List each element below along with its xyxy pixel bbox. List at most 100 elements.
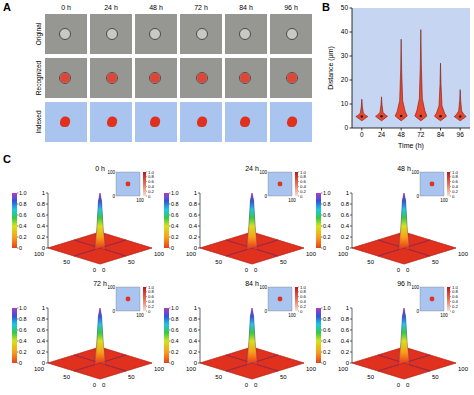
cell — [287, 29, 298, 40]
inset-colorbar-tick-label: 0.4 — [148, 184, 155, 189]
y-tick-label: 0 — [245, 382, 249, 388]
x-axis-label: Time (h) — [398, 142, 424, 150]
inset-colorbar-tick — [146, 291, 147, 292]
inset-x-tick-label: 100 — [440, 198, 448, 203]
colorbar-tick-label: 0.6 — [323, 327, 331, 333]
x-tick-label: 0 — [406, 267, 410, 273]
title: 84 h — [245, 280, 259, 287]
surface-plot: 05010005010000.20.40.60.8124 h00.20.40.6… — [164, 165, 317, 273]
inset-map — [116, 287, 140, 311]
colorbar-tick-label: 0.4 — [19, 223, 27, 229]
inset-colorbar-tick-label: 1.0 — [452, 170, 459, 175]
surface-plot: 05010005010000.20.40.60.8184 h00.20.40.6… — [164, 280, 317, 388]
title: 0 h — [95, 165, 105, 172]
violin — [376, 97, 388, 121]
surface-section — [74, 193, 126, 256]
indexed-cell — [150, 116, 160, 127]
panel-b: 0102030405002448728496Time (h)Distance (… — [327, 4, 470, 150]
indexed-cell — [287, 116, 297, 127]
z-axis — [48, 193, 49, 248]
z-tick — [46, 330, 48, 331]
colorbar-tick-label: 0.4 — [323, 338, 331, 344]
cell — [240, 73, 251, 84]
inset-colorbar-tick — [450, 311, 451, 312]
y-tick — [350, 56, 353, 57]
z-tick-label: 0 — [194, 360, 198, 366]
micrograph — [135, 58, 177, 98]
inset-colorbar-tick — [450, 186, 451, 187]
inset-colorbar — [143, 172, 146, 196]
x-tick-label: 0 — [102, 382, 106, 388]
inset-colorbar-tick-label: 0 — [452, 309, 455, 314]
micrograph-shade — [270, 58, 312, 98]
y-tick — [350, 32, 353, 33]
z-tick-label: 1 — [346, 305, 350, 311]
z-tick-label: 0 — [42, 245, 46, 251]
colorbar-tick-label: 0.4 — [171, 338, 179, 344]
micrograph — [270, 58, 312, 98]
z-tick-label: 0.6 — [189, 327, 198, 333]
z-tick — [46, 319, 48, 320]
inset-colorbar-tick — [298, 172, 299, 173]
inset-colorbar-tick — [450, 176, 451, 177]
micrograph-shade — [135, 14, 177, 54]
inset-y-tick-label: 100 — [411, 285, 419, 290]
inset-map — [420, 287, 444, 311]
z-tick-label: 0.8 — [37, 201, 46, 207]
colorbar-tick-label: 0 — [171, 245, 174, 251]
inset-colorbar-tick — [298, 176, 299, 177]
inset-x-tick-label: 100 — [440, 313, 448, 318]
z-tick — [350, 308, 352, 309]
colorbar — [316, 193, 321, 248]
inset-colorbar-tick — [298, 181, 299, 182]
x-tick-label: 0 — [254, 267, 258, 273]
colorbar-tick-label: 0.4 — [19, 338, 27, 344]
panel-label: A — [3, 1, 11, 13]
indexed-cell — [60, 116, 70, 127]
y-tick-label: 100 — [338, 251, 349, 257]
inset-colorbar-tick-label: 0.4 — [148, 299, 155, 304]
x-tick-label: 100 — [458, 251, 469, 257]
inset-spot — [430, 297, 435, 302]
violin — [454, 90, 466, 121]
z-tick-label: 0.8 — [341, 201, 350, 207]
row-label: Indexed — [35, 110, 42, 134]
indexed-image — [45, 102, 87, 142]
inset-colorbar-tick — [146, 172, 147, 173]
inset-colorbar-tick-label: 1.0 — [148, 285, 155, 290]
y-tick-label: 10 — [341, 100, 349, 107]
cell — [150, 73, 161, 84]
violin — [415, 30, 427, 121]
inset-colorbar — [295, 172, 298, 196]
y-tick-label: 0 — [397, 382, 401, 388]
x-tick-label: 100 — [154, 366, 165, 372]
colorbar-tick-label: 0.8 — [323, 316, 331, 322]
inset-y-tick-label: 0 — [264, 309, 267, 314]
x-tick-label: 0 — [102, 267, 106, 273]
z-axis — [48, 308, 49, 363]
inset-colorbar-tick-label: 0.4 — [452, 299, 459, 304]
inset-x-tick-label: 100 — [288, 313, 296, 318]
surface-plot: 05010005010000.20.40.60.8172 h00.20.40.6… — [12, 280, 165, 388]
micrograph — [45, 58, 87, 98]
inset-y-tick-label: 100 — [259, 170, 267, 175]
x-tick-label: 100 — [154, 251, 165, 257]
inset-colorbar-tick-label: 0 — [300, 194, 303, 199]
y-tick-label: 0 — [245, 267, 249, 273]
micrograph-shade — [225, 58, 267, 98]
z-tick — [46, 215, 48, 216]
indexed-cell — [107, 116, 117, 127]
z-tick — [350, 193, 352, 194]
inset-colorbar-tick-label: 0.6 — [452, 179, 459, 184]
x-tick-label: 0 — [406, 382, 410, 388]
z-tick-label: 0 — [346, 245, 350, 251]
x-tick-label: 100 — [306, 251, 317, 257]
surface-section — [378, 193, 430, 256]
x-tick-label: 84 — [437, 131, 445, 138]
z-tick — [198, 308, 200, 309]
z-tick — [350, 204, 352, 205]
inset-colorbar-tick — [298, 191, 299, 192]
inset-colorbar-tick-label: 0.2 — [148, 304, 155, 309]
z-tick-label: 0.2 — [189, 349, 198, 355]
violin — [395, 39, 407, 121]
